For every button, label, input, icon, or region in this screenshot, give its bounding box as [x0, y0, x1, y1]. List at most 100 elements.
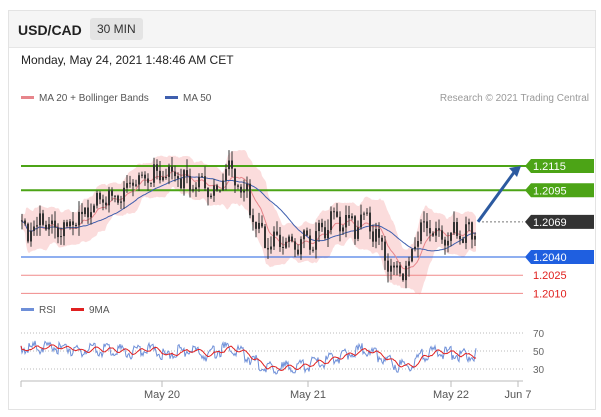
candle-body	[30, 230, 32, 242]
candle-body	[81, 211, 83, 215]
candle-body	[327, 230, 329, 239]
ma20-legend-swatch	[21, 96, 34, 99]
candle-body	[348, 215, 350, 219]
candle-body	[138, 175, 140, 185]
candle-body	[393, 265, 395, 268]
rsi-level-label-30: 30	[533, 365, 545, 376]
candle-body	[165, 176, 167, 178]
level-tag-0	[525, 159, 594, 173]
candle-body	[315, 231, 317, 250]
candle-body	[120, 201, 122, 203]
candle-body	[39, 213, 41, 226]
candle-body	[171, 166, 173, 172]
candle-body	[33, 226, 35, 231]
candle-body	[153, 164, 155, 183]
candle-body	[411, 249, 413, 262]
candle-body	[243, 190, 245, 193]
candle-body	[468, 222, 470, 225]
candle-body	[63, 222, 65, 237]
candle-body	[429, 228, 431, 234]
candle-body	[60, 236, 62, 238]
candle-body	[123, 187, 125, 202]
candle-body	[78, 211, 80, 226]
candle-body	[321, 222, 323, 228]
candle-body	[132, 182, 134, 186]
candle-body	[441, 230, 443, 240]
candle-body	[276, 231, 278, 235]
candle-body	[465, 224, 467, 243]
candle-body	[258, 222, 260, 229]
rsi-ma-legend-label: 9MA	[89, 305, 110, 316]
candle-body	[255, 221, 257, 229]
candle-body	[450, 232, 452, 241]
level-label-4: 1.2025	[533, 270, 567, 282]
candle-body	[93, 205, 95, 213]
candle-body	[201, 176, 203, 178]
candle-body	[282, 246, 284, 248]
x-tick-label-0: May 20	[144, 389, 180, 401]
candle-body	[87, 207, 89, 218]
candle-body	[339, 216, 341, 232]
candle-body	[384, 241, 386, 261]
candle-body	[219, 190, 221, 192]
candle-body	[66, 222, 68, 227]
forecast-arrow-shaft	[476, 170, 517, 223]
candle-body	[72, 221, 74, 225]
candle-body	[204, 176, 206, 189]
timeframe-badge[interactable]: 30 MIN	[90, 18, 143, 40]
candle-body	[312, 249, 314, 251]
candle-body	[225, 169, 227, 181]
candle-body	[45, 224, 47, 230]
candle-body	[237, 185, 239, 187]
candle-body	[246, 183, 248, 191]
candle-body	[150, 182, 152, 184]
rsi-legend-swatch	[21, 308, 34, 311]
candle-body	[48, 224, 50, 230]
candle-body	[318, 222, 320, 232]
level-label-1: 1.2095	[533, 185, 567, 197]
rsi-legend-label: RSI	[39, 305, 56, 316]
candle-body	[375, 228, 377, 242]
candle-body	[210, 195, 212, 198]
candle-body	[192, 189, 194, 191]
candle-body	[459, 235, 461, 240]
candle-body	[405, 265, 407, 281]
rsi-level-label-50: 50	[533, 347, 545, 358]
candle-body	[426, 221, 428, 229]
candle-body	[303, 230, 305, 240]
candle-body	[156, 164, 158, 171]
candle-body	[180, 178, 182, 189]
candle-body	[414, 246, 416, 250]
candle-body	[366, 212, 368, 214]
candle-body	[186, 170, 188, 176]
bollinger-band	[21, 150, 476, 295]
candle-body	[267, 248, 269, 250]
credit-label: Research © 2021 Trading Central	[440, 93, 589, 104]
candle-body	[306, 230, 308, 236]
candle-body	[300, 239, 302, 255]
candle-body	[144, 174, 146, 179]
candle-body	[168, 166, 170, 177]
candle-body	[273, 231, 275, 247]
candle-body	[213, 185, 215, 196]
candle-body	[462, 239, 464, 243]
candle-body	[270, 246, 272, 250]
candle-body	[372, 231, 374, 242]
candle-body	[357, 227, 359, 239]
candle-body	[159, 170, 161, 181]
candle-body	[333, 211, 335, 213]
candle-body	[96, 192, 98, 206]
candle-body	[309, 235, 311, 250]
candle-body	[261, 222, 263, 227]
level-label-2: 1.2069	[533, 217, 567, 229]
chart-header: USD/CAD 30 MIN	[9, 11, 595, 48]
level-label-0: 1.2115	[533, 161, 566, 173]
x-tick-label-1: May 21	[290, 389, 326, 401]
candle-body	[75, 224, 77, 226]
candle-body	[27, 223, 29, 242]
candle-body	[363, 213, 365, 215]
rsi-level-label-70: 70	[533, 329, 545, 340]
level-tag-2	[525, 214, 594, 229]
candle-body	[378, 228, 380, 238]
candle-body	[396, 265, 398, 268]
